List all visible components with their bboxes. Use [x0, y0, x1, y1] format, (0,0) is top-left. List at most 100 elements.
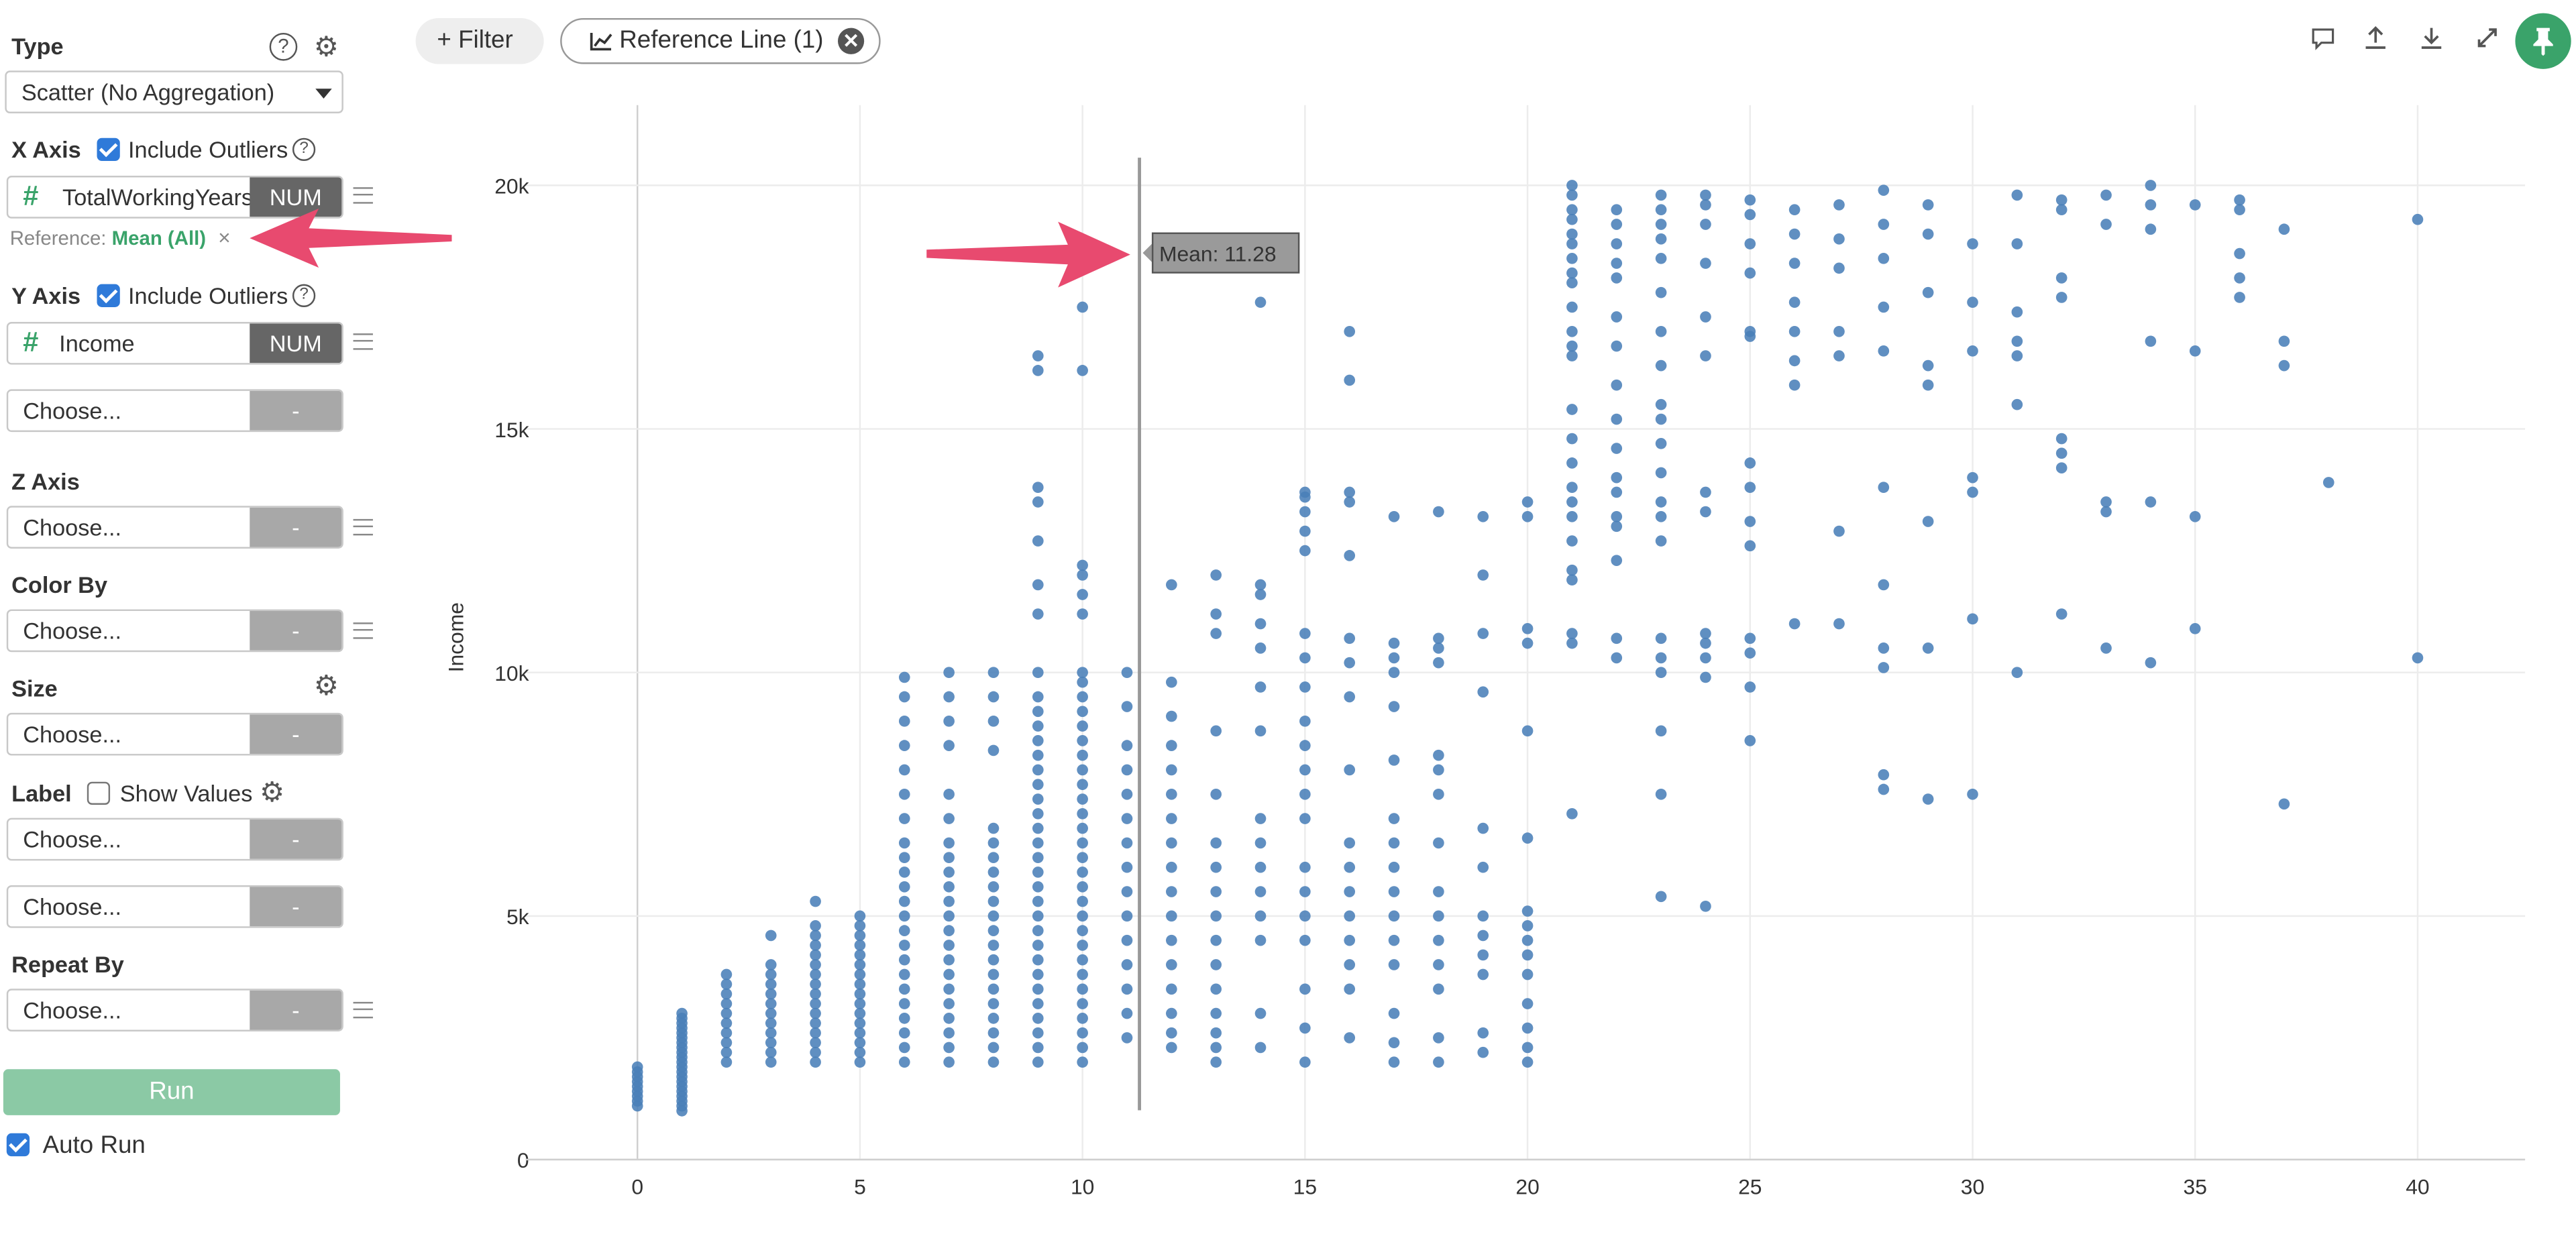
data-point [1166, 983, 1177, 995]
label-section-label: Label [11, 780, 72, 807]
run-button[interactable]: Run [3, 1069, 340, 1115]
repeat-by-menu-icon[interactable] [353, 1001, 373, 1019]
z-axis-field[interactable]: Choose... - [6, 506, 343, 549]
data-point [1210, 959, 1222, 970]
data-point [1388, 861, 1400, 873]
auto-run-checkbox[interactable] [6, 1133, 30, 1157]
repeat-by-field[interactable]: Choose... - [6, 989, 343, 1031]
y-axis-field[interactable]: # Income NUM [6, 322, 343, 365]
data-point [1477, 628, 1489, 639]
chart-config-sidebar: Type ? ⚙ Scatter (No Aggregation) X Axis… [0, 0, 394, 1209]
data-point [765, 1046, 777, 1058]
data-point [1166, 1007, 1177, 1019]
data-point [854, 1017, 866, 1029]
close-icon[interactable]: ✕ [837, 27, 865, 54]
y-field-type-tag[interactable]: NUM [250, 323, 342, 363]
help-icon[interactable]: ? [292, 137, 316, 162]
data-point [1344, 486, 1356, 498]
label-field-1[interactable]: Choose... - [6, 818, 343, 861]
label-field-2[interactable]: Choose... - [6, 885, 343, 928]
data-point [1077, 837, 1088, 849]
data-point [1032, 793, 1044, 805]
data-point [1433, 749, 1444, 761]
expand-icon[interactable] [2473, 25, 2502, 54]
field-type-tag[interactable]: - [250, 820, 342, 859]
data-point [943, 740, 955, 751]
field-type-tag[interactable]: - [250, 390, 342, 431]
y-axis-secondary-field[interactable]: Choose... - [6, 389, 343, 433]
data-point [2100, 506, 2112, 518]
data-point [1566, 213, 1578, 225]
data-point [1700, 486, 1711, 498]
reference-value-link[interactable]: Mean (All) [111, 226, 207, 250]
data-point [2189, 345, 2201, 357]
gear-icon[interactable]: ⚙ [259, 777, 285, 808]
data-point [1299, 764, 1311, 776]
x-include-outliers-checkbox[interactable] [97, 137, 120, 162]
comment-icon[interactable] [2308, 25, 2338, 54]
data-point [1388, 910, 1400, 922]
data-point [1655, 510, 1667, 522]
x-field-type-tag[interactable]: NUM [250, 177, 342, 217]
data-point [1611, 510, 1623, 522]
data-point [1566, 301, 1578, 313]
data-point [1700, 652, 1711, 664]
gear-icon[interactable]: ⚙ [313, 31, 339, 63]
data-point [1878, 783, 1890, 795]
filter-button[interactable]: + Filter [415, 17, 544, 64]
upload-icon[interactable] [2361, 25, 2390, 54]
data-point [1521, 1042, 1534, 1054]
z-axis-menu-icon[interactable] [353, 518, 373, 536]
color-by-menu-icon[interactable] [353, 622, 373, 639]
data-point [2055, 272, 2068, 284]
z-axis-label: Z Axis [11, 467, 80, 495]
data-point [854, 1007, 866, 1019]
data-point [1477, 910, 1489, 922]
y-axis-menu-icon[interactable] [353, 333, 373, 350]
data-point [1299, 681, 1311, 693]
data-point [1611, 204, 1623, 216]
data-point [1611, 652, 1623, 664]
data-point [810, 978, 821, 990]
data-point [987, 822, 1000, 834]
data-point [1032, 866, 1044, 878]
data-point [1077, 1013, 1088, 1024]
data-point [1788, 296, 1801, 308]
data-point [1254, 725, 1267, 737]
chart-type-select[interactable]: Scatter (No Aggregation) [5, 70, 343, 113]
x-axis-menu-icon[interactable] [353, 187, 373, 204]
data-point [1388, 886, 1400, 897]
annotation-arrow-right [926, 221, 1130, 288]
y-include-outliers-checkbox[interactable] [97, 284, 120, 307]
field-type-tag[interactable]: - [250, 611, 342, 651]
color-by-field[interactable]: Choose... - [6, 609, 343, 653]
data-point [1344, 934, 1356, 946]
help-icon[interactable]: ? [269, 32, 298, 61]
remove-reference-icon[interactable]: × [218, 225, 231, 250]
gear-icon[interactable]: ⚙ [313, 670, 339, 702]
data-point [987, 715, 1000, 727]
field-type-tag[interactable]: - [250, 507, 342, 547]
data-point [1878, 482, 1890, 494]
show-values-checkbox[interactable] [87, 781, 111, 805]
data-point [1210, 1042, 1222, 1054]
data-point [765, 1056, 777, 1068]
data-point [1566, 350, 1578, 361]
x-axis-field[interactable]: # TotalWorkingYears NUM [6, 176, 343, 219]
field-type-tag[interactable]: - [250, 887, 342, 927]
data-point [987, 881, 1000, 893]
help-icon[interactable]: ? [292, 284, 316, 307]
size-field[interactable]: Choose... - [6, 712, 343, 756]
data-point [1299, 1022, 1311, 1034]
reference-line-pill[interactable]: Reference Line (1) ✕ [560, 17, 881, 64]
data-point [1967, 345, 1978, 357]
x-field-name: TotalWorkingYears [62, 184, 254, 211]
data-point [810, 998, 821, 1009]
data-point [1922, 793, 1934, 805]
field-type-tag[interactable]: - [250, 990, 342, 1030]
field-type-tag[interactable]: - [250, 714, 342, 754]
download-icon[interactable] [2416, 25, 2446, 54]
data-point [1967, 238, 1978, 249]
pin-button[interactable] [2515, 13, 2571, 69]
data-point [810, 1007, 821, 1019]
